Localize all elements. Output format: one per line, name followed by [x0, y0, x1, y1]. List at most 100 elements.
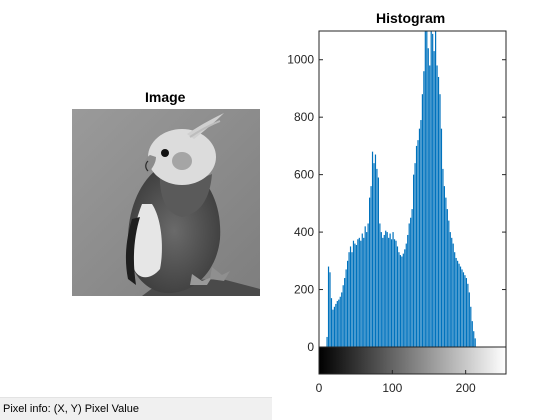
histogram-bar: [335, 303, 337, 347]
histogram-bar: [446, 209, 448, 347]
histogram-bar: [338, 299, 340, 347]
histogram-bar: [382, 237, 384, 347]
histogram-chart[interactable]: 0 200 400 600 800 1000 0 100 200: [0, 0, 560, 400]
histogram-bar: [330, 298, 333, 347]
histogram-bars: [326, 31, 476, 348]
y-tick-label: 0: [307, 340, 314, 354]
histogram-bar: [449, 232, 451, 347]
histogram-bar: [396, 246, 399, 347]
histogram-bar: [468, 292, 470, 347]
histogram-bar: [349, 246, 352, 347]
x-tick-label: 0: [316, 381, 323, 395]
histogram-bar: [380, 232, 382, 347]
histogram-bar: [445, 197, 447, 347]
histogram-bar: [465, 278, 467, 347]
histogram-bar: [358, 237, 360, 347]
histogram-bar: [459, 266, 462, 347]
histogram-bar: [344, 278, 346, 347]
histogram-bar: [376, 168, 378, 347]
histogram-bar: [405, 243, 407, 347]
histogram-bar: [399, 255, 401, 347]
histogram-bar: [395, 240, 397, 347]
histogram-bar: [385, 230, 387, 347]
histogram-bar: [369, 197, 371, 347]
histogram-bar: [407, 234, 409, 347]
y-tick-label: 200: [294, 283, 314, 297]
histogram-bar: [467, 283, 469, 347]
histogram-bar: [389, 233, 391, 347]
histogram-bar: [443, 186, 445, 347]
image-title: Image: [145, 89, 186, 105]
histogram-bar: [418, 128, 421, 347]
histogram-bar: [374, 154, 377, 347]
histogram-bar: [357, 239, 359, 347]
histogram-bar: [366, 232, 368, 347]
histogram-bar: [345, 269, 347, 347]
histogram-bar: [432, 33, 434, 348]
histogram-bar: [347, 260, 349, 347]
histogram-bar: [471, 321, 473, 347]
histogram-bar: [401, 256, 403, 347]
histogram-bar: [354, 243, 356, 347]
histogram-bar: [379, 223, 381, 347]
histogram-bar: [339, 296, 341, 347]
histogram-bar: [341, 292, 343, 347]
histogram-bar: [435, 31, 437, 347]
histogram-bar: [402, 253, 404, 347]
histogram-title: Histogram: [376, 10, 446, 26]
y-axis: 0 200 400 600 800 1000: [287, 53, 506, 354]
histogram-bar: [367, 223, 369, 347]
histogram-bar: [413, 174, 415, 347]
histogram-bar: [433, 51, 435, 348]
y-tick-label: 600: [294, 168, 314, 182]
histogram-bar: [417, 140, 419, 347]
histogram-bar: [371, 151, 374, 347]
histogram-bar: [462, 272, 465, 347]
histogram-bar: [415, 145, 418, 347]
histogram-bar: [470, 306, 472, 347]
histogram-bar: [377, 177, 379, 347]
histogram-bar: [454, 252, 456, 347]
histogram-bar: [455, 257, 457, 347]
histogram-bar: [440, 128, 443, 347]
histogram-bar: [327, 266, 330, 347]
histogram-bar: [436, 65, 438, 347]
histogram-bar: [360, 240, 362, 347]
histogram-bar: [351, 252, 353, 347]
x-axis: 0 100 200: [316, 370, 476, 395]
histogram-bar: [329, 272, 331, 347]
x-tick-label: 200: [456, 381, 476, 395]
cockatiel-photo: [72, 109, 260, 296]
histogram-bar: [473, 331, 475, 347]
histogram-bar: [336, 301, 338, 347]
histogram-bar: [457, 260, 459, 347]
histogram-bar: [474, 338, 476, 347]
histogram-bar: [429, 65, 431, 347]
histogram-bar: [430, 31, 432, 347]
histogram-bar: [423, 71, 425, 347]
histogram-bar: [361, 233, 363, 347]
histogram-bar: [464, 275, 466, 347]
histogram-bar: [408, 223, 410, 347]
pixel-info-status-bar: Pixel info: (X, Y) Pixel Value: [0, 397, 272, 420]
histogram-bar: [420, 120, 422, 347]
histogram-bar: [383, 234, 385, 347]
histogram-bar: [342, 285, 344, 347]
histogram-bar: [414, 163, 416, 347]
histogram-bar: [451, 237, 453, 347]
histogram-bar: [458, 263, 460, 347]
histogram-bar: [411, 209, 413, 347]
histogram-bar: [364, 226, 366, 347]
histogram-bar: [426, 31, 428, 347]
y-tick-label: 800: [294, 110, 314, 124]
histogram-bar: [439, 94, 441, 347]
histogram-bar: [442, 168, 444, 347]
histogram-bar: [388, 237, 390, 347]
histogram-bar: [326, 336, 328, 347]
histogram-bar: [404, 249, 406, 347]
histogram-bar: [363, 237, 365, 347]
grayscale-image[interactable]: [72, 109, 260, 296]
histogram-bar: [424, 31, 426, 347]
histogram-bar: [386, 232, 388, 347]
histogram-bar: [370, 186, 372, 347]
